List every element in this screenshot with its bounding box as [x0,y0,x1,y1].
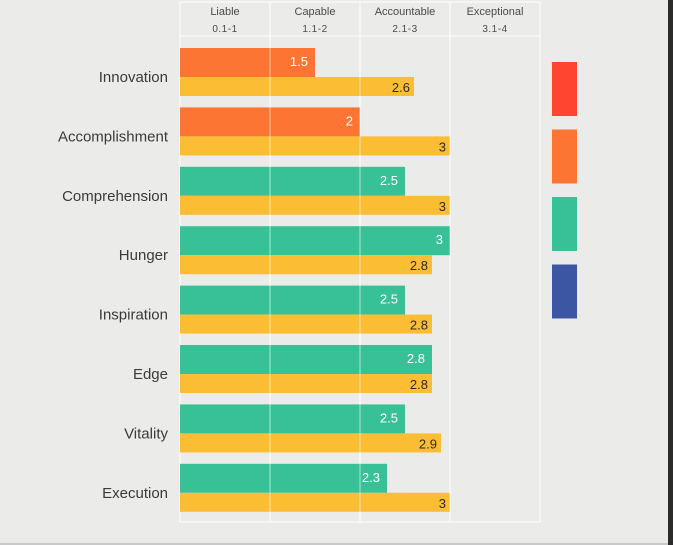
bar-benchmark [180,136,450,156]
category-label: Vitality [124,425,168,442]
bar-benchmark [180,374,432,393]
bar-benchmark [180,77,414,96]
category-label: Inspiration [99,307,168,324]
bar-score [180,226,450,256]
bar-benchmark-value: 2.8 [410,318,428,333]
bar-score-value: 1.5 [290,54,308,69]
bar-score [180,345,432,374]
bottom-divider [0,543,668,545]
category-label: Innovation [99,69,168,86]
band-header-range: 3.1-4 [482,24,507,35]
bar-score [180,285,405,315]
category-label: Execution [102,485,168,502]
bar-score-value: 3 [436,232,443,247]
bar-score [180,463,387,493]
category-label: Comprehension [62,188,168,205]
window-edge [668,0,673,545]
bar-score [180,404,405,434]
legend-swatch [552,197,577,251]
bar-benchmark [180,314,432,334]
bar-score-value: 2.3 [362,470,380,485]
bar-benchmark-value: 2.9 [419,436,437,451]
bar-score [180,48,315,77]
bar-benchmark-value: 3 [439,496,446,511]
bar-benchmark [180,255,432,275]
category-label: Hunger [119,247,168,264]
bar-score-value: 2.5 [380,292,398,307]
band-header-range: 0.1-1 [212,24,237,35]
legend-swatch [552,62,577,116]
band-header-label: Liable [210,6,239,18]
band-header-range: 1.1-2 [302,24,327,35]
bar-benchmark-value: 2.6 [392,80,410,95]
bar-benchmark [180,492,450,512]
bar-score-value: 2.5 [380,410,398,425]
band-header-label: Accountable [375,6,436,18]
band-header-label: Exceptional [467,6,524,18]
bar-score [180,166,405,196]
category-label: Accomplishment [58,128,169,145]
band-header-label: Capable [295,6,336,18]
bar-score-value: 2.5 [380,173,398,188]
band-header-range: 2.1-3 [392,24,417,35]
category-label: Edge [133,366,168,383]
bar-score-value: 2.8 [407,351,425,366]
bar-benchmark-value: 3 [439,199,446,214]
bar-score-value: 2 [346,113,353,128]
bar-benchmark [180,433,441,453]
legend-swatch [552,129,577,184]
bar-benchmark-value: 3 [439,139,446,154]
bar-benchmark [180,195,450,215]
bar-benchmark-value: 2.8 [410,258,428,273]
bar-benchmark-value: 2.8 [410,377,428,392]
legend-swatch [552,264,577,319]
